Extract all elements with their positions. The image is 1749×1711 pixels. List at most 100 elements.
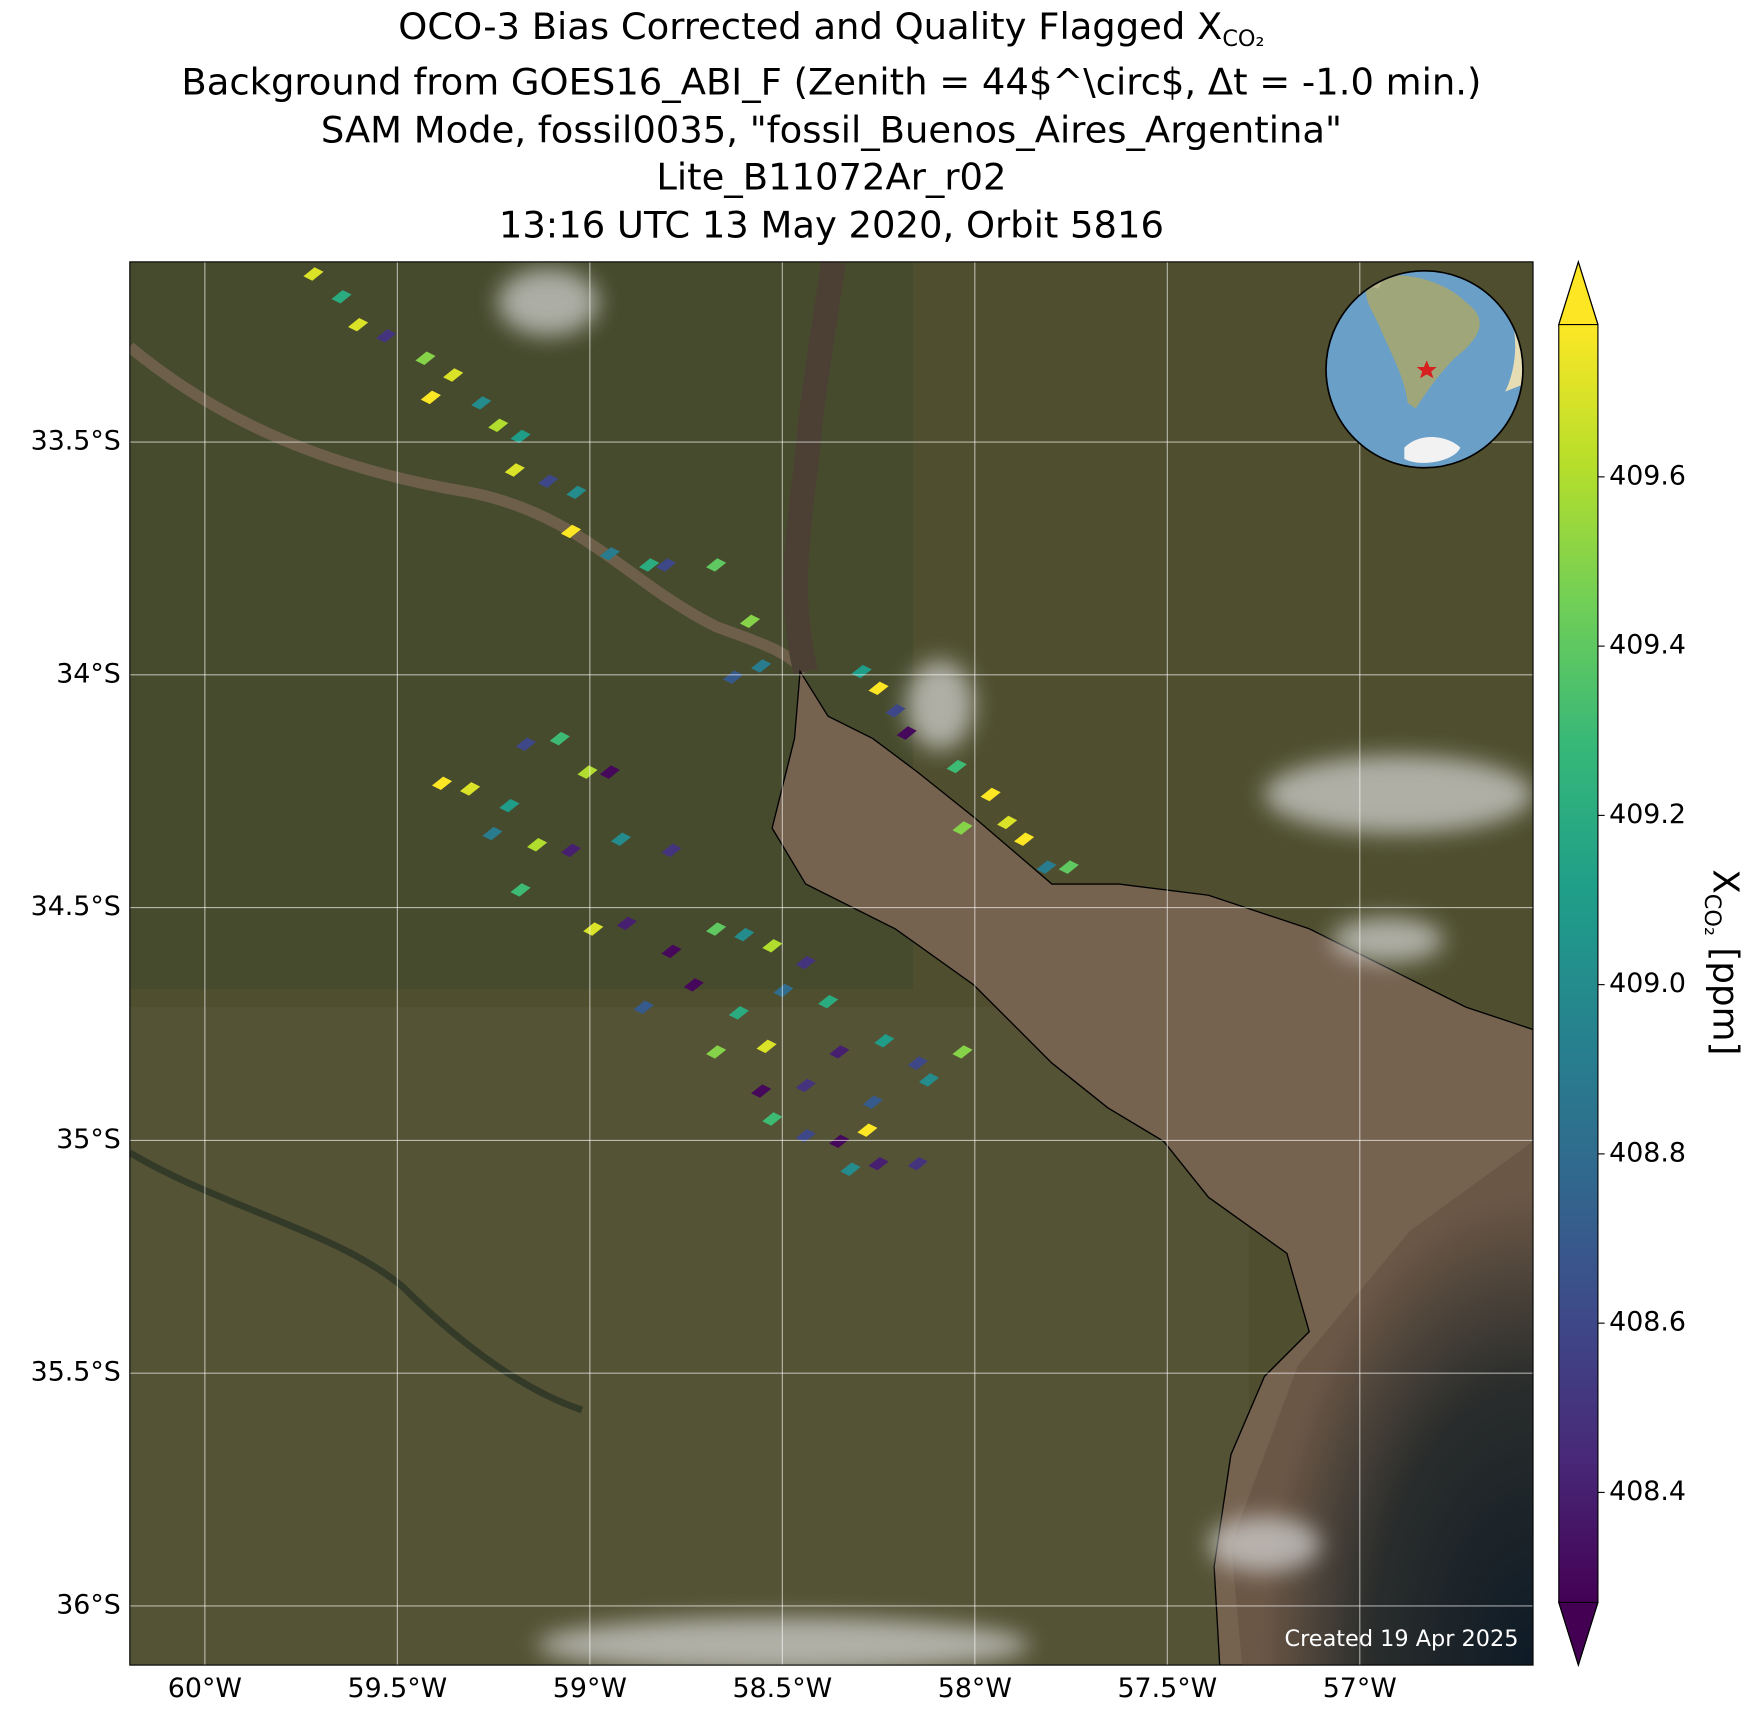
sounding (303, 267, 324, 281)
x-tick-label: 59°W (553, 1673, 627, 1704)
sounding (460, 782, 481, 796)
colorbar-tick-label: 408.6 (1609, 1307, 1686, 1338)
colorbar: XCO₂[ppm] 408.4 408.6 408.8 409.0 409.2 409.4… (1558, 259, 1746, 1667)
sounding (952, 1045, 973, 1059)
sounding (751, 659, 772, 673)
sounding (734, 927, 755, 942)
sounding (527, 838, 548, 852)
sounding (722, 670, 744, 684)
y-tick-label: 34°S (56, 658, 121, 689)
x-tick-label: 60°W (168, 1673, 242, 1704)
sounding (510, 883, 531, 897)
site-star (1416, 360, 1437, 379)
x-tick-label: 58.5°W (732, 1673, 832, 1704)
sounding (706, 1045, 727, 1059)
sounding (610, 832, 632, 846)
map-frame (129, 261, 1534, 1666)
sounding (918, 1073, 940, 1087)
south-america (1366, 275, 1480, 409)
sounding (376, 329, 397, 343)
title-line: SAM Mode, fossil0035, "fossil_Buenos_Air… (321, 109, 1342, 152)
x-tick-label: 58°W (938, 1673, 1012, 1704)
sounding (331, 290, 352, 304)
sounding (728, 1006, 749, 1020)
created-note: Created 19 Apr 2025 (1284, 1626, 1518, 1652)
globe-inset (1325, 269, 1524, 469)
sounding (874, 1034, 895, 1048)
y-tick-label: 35°S (56, 1124, 121, 1155)
basemap (129, 261, 1534, 1666)
globe-outline (1325, 269, 1524, 469)
x-tick-label: 57.5°W (1117, 1673, 1217, 1704)
sounding (997, 815, 1018, 830)
sounding (499, 798, 520, 813)
sounding (471, 396, 492, 410)
sounding (829, 1134, 850, 1149)
colorbar-extend-min (1558, 1601, 1599, 1667)
sounding (762, 939, 783, 953)
colorbar-tick-label: 409.2 (1609, 799, 1686, 830)
sounding (818, 994, 839, 1009)
sounding (1058, 860, 1079, 874)
y-tick-label: 36°S (56, 1589, 121, 1620)
axes: 60°W 59.5°W 59°W 58.5°W 58°W 57.5°W 57°W 33.5°S… (31, 261, 1534, 1704)
sounding (1014, 832, 1035, 846)
sounding (661, 843, 682, 858)
sounding (504, 463, 525, 477)
y-tick-label: 34.5°S (31, 891, 121, 922)
sounding (549, 731, 570, 746)
river (783, 261, 846, 675)
sounding (862, 1095, 883, 1109)
sounding (840, 1162, 861, 1176)
sounding (756, 1039, 777, 1054)
sounding (443, 368, 464, 382)
sounding (616, 916, 637, 931)
sounding (633, 1000, 654, 1014)
sounding (829, 1045, 850, 1059)
colorbar-label: XCO₂[ppm] (1700, 869, 1746, 1055)
sounding (415, 351, 436, 365)
sounding (482, 826, 503, 841)
y-tick-label: 33.5°S (31, 426, 121, 457)
x-tick-label: 57°W (1323, 1673, 1397, 1704)
sounding (599, 765, 620, 779)
antarctica (1404, 437, 1461, 463)
colorbar-tick-label: 409.6 (1609, 460, 1686, 491)
pampas (129, 1007, 1249, 1666)
sounding (488, 418, 509, 432)
sounding (907, 1156, 928, 1171)
sounding (762, 1112, 783, 1126)
title-line: OCO-3 Bias Corrected and Quality Flagged… (398, 4, 1264, 51)
sounding (946, 759, 967, 774)
sounding (656, 558, 677, 572)
colorbar-body (1558, 324, 1598, 1603)
sounding (795, 1078, 816, 1093)
sounding (1036, 860, 1057, 874)
sounding (773, 983, 794, 998)
title-line: Lite_B11072Ar_r02 (656, 156, 1006, 199)
sounding (751, 1084, 772, 1098)
river (129, 342, 810, 676)
sounding (560, 843, 582, 858)
sounding (868, 1156, 889, 1171)
sounding (560, 524, 582, 539)
sounding (683, 978, 704, 992)
sounding (515, 737, 537, 751)
sounding (431, 776, 453, 791)
sounding (868, 681, 889, 696)
title: OCO-3 Bias Corrected and Quality Flagged… (181, 4, 1481, 246)
sounding (795, 955, 816, 970)
sounding (952, 821, 973, 835)
sounding (566, 485, 587, 500)
colorbar-outline (1558, 259, 1599, 1667)
y-tick-label: 35.5°S (31, 1357, 121, 1388)
sounding (885, 703, 906, 718)
sounding (583, 922, 604, 936)
x-tick-label: 59.5°W (347, 1673, 447, 1704)
sounding (420, 390, 441, 405)
title-line: 13:16 UTC 13 May 2020, Orbit 5816 (499, 204, 1164, 247)
sounding (795, 1129, 816, 1143)
sounding (739, 614, 761, 629)
sounding (348, 318, 369, 332)
